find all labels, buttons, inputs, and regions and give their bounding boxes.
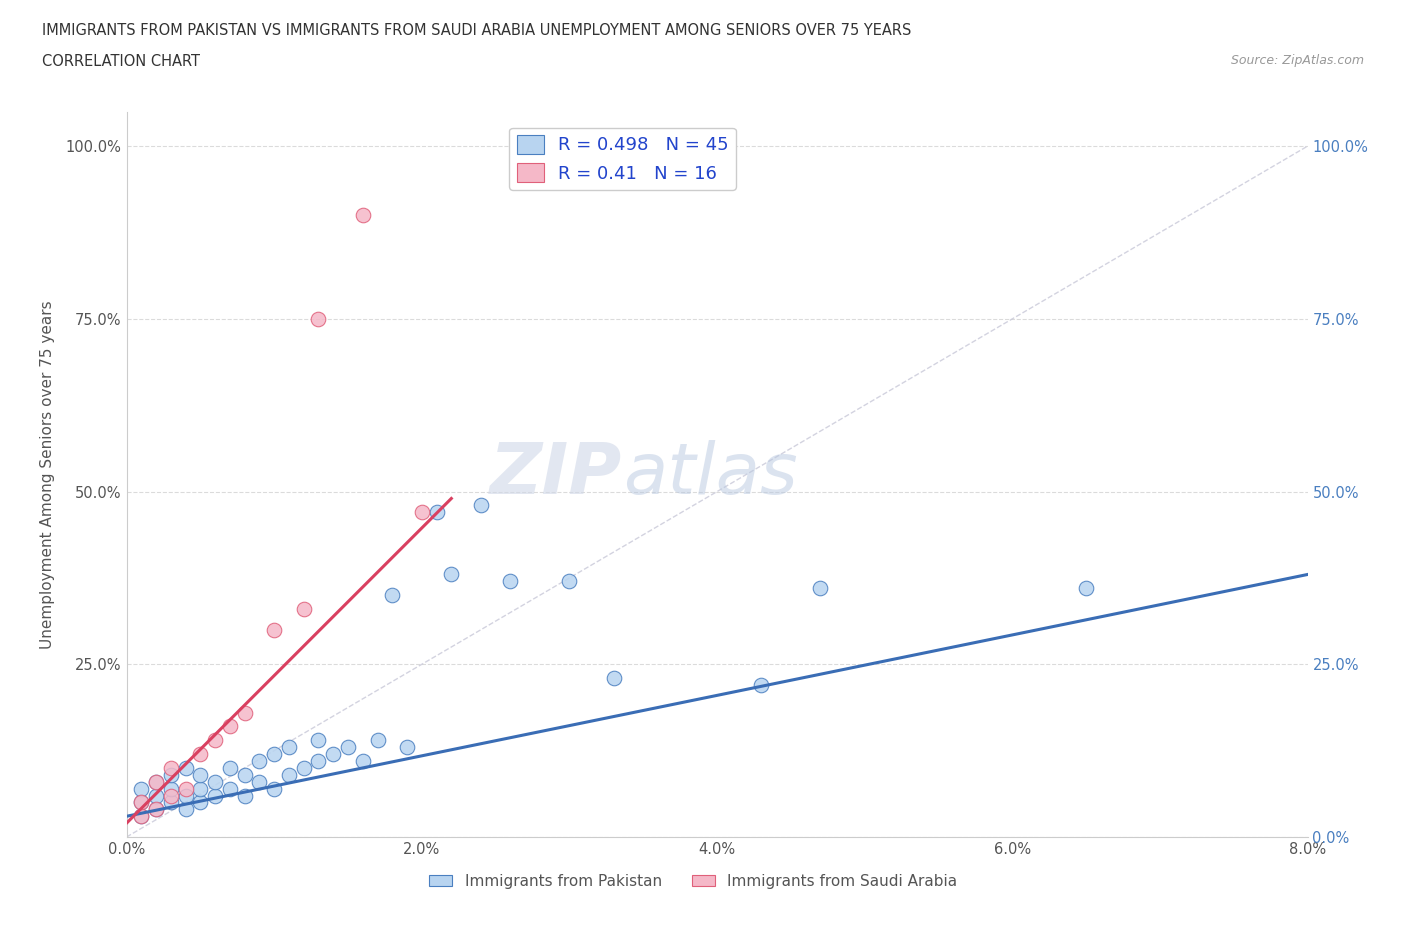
Point — [307, 753, 329, 768]
Text: ZIP: ZIP — [491, 440, 623, 509]
Point — [174, 781, 197, 796]
Point — [278, 739, 301, 754]
Point — [440, 567, 463, 582]
Point — [160, 781, 183, 796]
Point — [129, 781, 153, 796]
Point — [233, 705, 256, 720]
Point — [174, 788, 197, 803]
Point — [145, 788, 167, 803]
Point — [307, 312, 329, 326]
Text: atlas: atlas — [623, 440, 797, 509]
Point — [233, 788, 256, 803]
Point — [352, 207, 374, 222]
Point — [751, 678, 773, 693]
Point — [174, 802, 197, 817]
Point — [322, 747, 344, 762]
Point — [219, 719, 242, 734]
Text: IMMIGRANTS FROM PAKISTAN VS IMMIGRANTS FROM SAUDI ARABIA UNEMPLOYMENT AMONG SENI: IMMIGRANTS FROM PAKISTAN VS IMMIGRANTS F… — [42, 23, 911, 38]
Point — [174, 761, 197, 776]
Point — [263, 622, 285, 637]
Point — [188, 747, 211, 762]
Point — [145, 775, 167, 790]
Point — [219, 781, 242, 796]
Point — [160, 761, 183, 776]
Point — [204, 733, 226, 748]
Y-axis label: Unemployment Among Seniors over 75 years: Unemployment Among Seniors over 75 years — [39, 300, 55, 648]
Point — [188, 795, 211, 810]
Point — [558, 574, 581, 589]
Point — [129, 795, 153, 810]
Point — [129, 809, 153, 824]
Point — [160, 788, 183, 803]
Point — [129, 795, 153, 810]
Point — [396, 739, 419, 754]
Point — [381, 588, 404, 603]
Point — [263, 747, 285, 762]
Point — [352, 753, 374, 768]
Point — [145, 802, 167, 817]
Text: Source: ZipAtlas.com: Source: ZipAtlas.com — [1230, 54, 1364, 67]
Point — [247, 753, 270, 768]
Point — [160, 767, 183, 782]
Point — [233, 767, 256, 782]
Point — [204, 775, 226, 790]
Text: CORRELATION CHART: CORRELATION CHART — [42, 54, 200, 69]
Point — [366, 733, 388, 748]
Point — [188, 781, 211, 796]
Point — [188, 767, 211, 782]
Point — [160, 795, 183, 810]
Point — [1076, 581, 1098, 596]
Point — [810, 581, 832, 596]
Point — [219, 761, 242, 776]
Point — [263, 781, 285, 796]
Legend: Immigrants from Pakistan, Immigrants from Saudi Arabia: Immigrants from Pakistan, Immigrants fro… — [423, 868, 963, 895]
Point — [292, 602, 315, 617]
Point — [292, 761, 315, 776]
Point — [307, 733, 329, 748]
Point — [411, 505, 433, 520]
Point — [129, 809, 153, 824]
Point — [470, 498, 492, 512]
Point — [425, 505, 447, 520]
Point — [603, 671, 626, 685]
Point — [278, 767, 301, 782]
Point — [204, 788, 226, 803]
Point — [145, 775, 167, 790]
Point — [499, 574, 522, 589]
Point — [145, 802, 167, 817]
Point — [337, 739, 360, 754]
Point — [247, 775, 270, 790]
